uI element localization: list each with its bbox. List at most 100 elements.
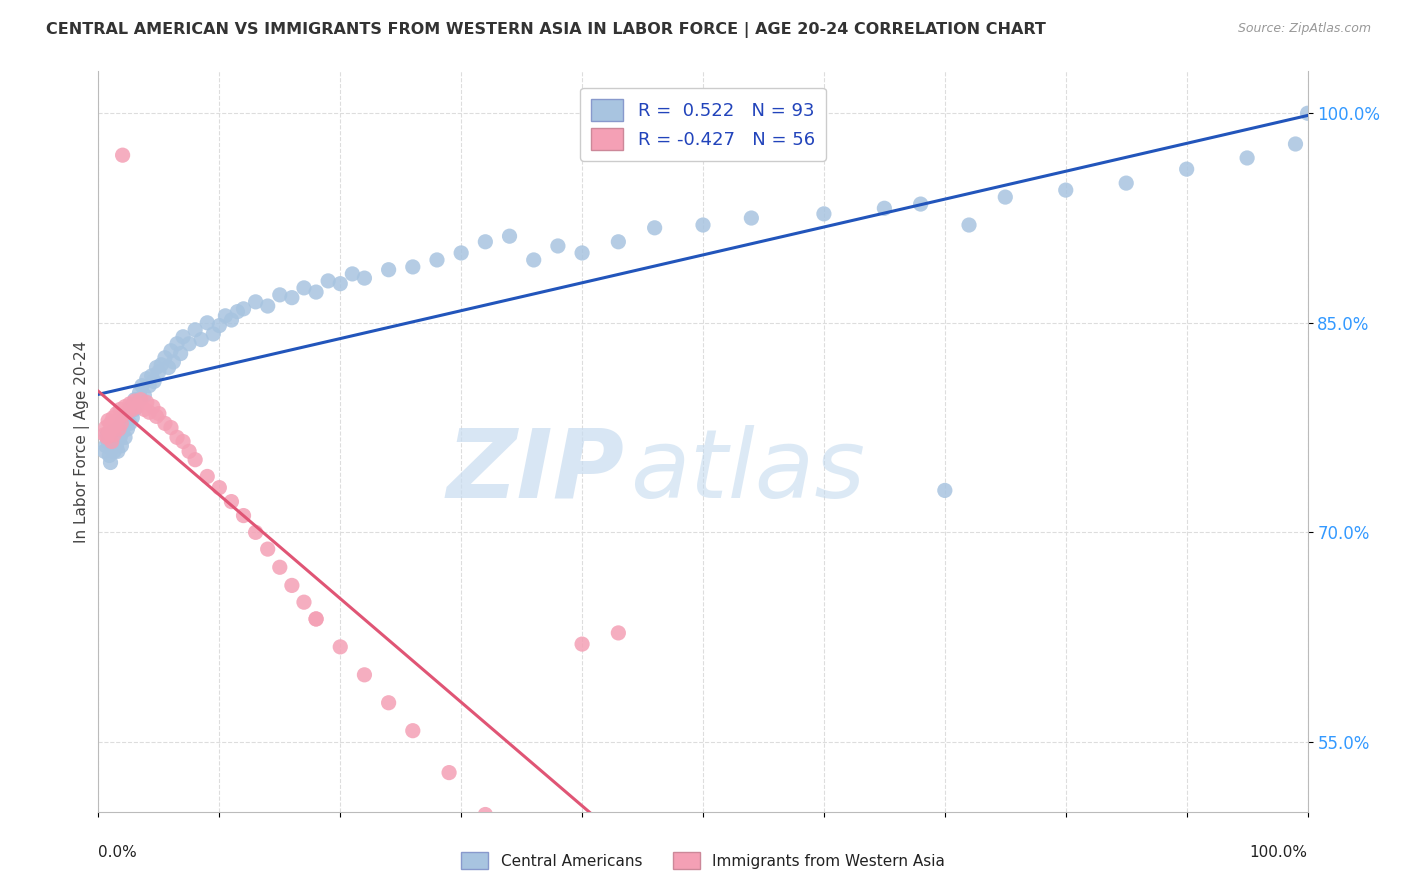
Point [1115, 176, 1137, 190]
Point [342, 267, 364, 281]
Point [108, 422, 131, 436]
Point [873, 201, 896, 215]
Point [108, 430, 131, 444]
Point [112, 419, 135, 434]
Point [607, 626, 630, 640]
Point [162, 355, 184, 369]
Point [100, 417, 122, 431]
Point [118, 417, 141, 431]
Point [97, 434, 120, 449]
Point [124, 402, 146, 417]
Legend: R =  0.522   N = 93, R = -0.427   N = 56: R = 0.522 N = 93, R = -0.427 N = 56 [581, 87, 825, 161]
Point [94, 420, 117, 434]
Point [232, 301, 254, 316]
Point [547, 239, 569, 253]
Point [474, 235, 496, 249]
Point [110, 417, 132, 431]
Point [111, 425, 134, 439]
Point [105, 439, 128, 453]
Point [145, 360, 167, 375]
Point [128, 385, 150, 400]
Point [269, 560, 291, 574]
Point [740, 211, 762, 225]
Point [141, 368, 163, 383]
Point [450, 246, 472, 260]
Point [101, 410, 124, 425]
Point [131, 378, 153, 392]
Point [245, 525, 267, 540]
Point [160, 420, 183, 434]
Point [221, 494, 243, 508]
Point [994, 190, 1017, 204]
Point [100, 442, 122, 456]
Point [305, 285, 328, 299]
Point [208, 481, 231, 495]
Point [644, 220, 666, 235]
Point [256, 542, 278, 557]
Point [145, 409, 167, 424]
Point [190, 333, 212, 347]
Point [127, 400, 149, 414]
Point [226, 304, 249, 318]
Point [93, 444, 115, 458]
Text: CENTRAL AMERICAN VS IMMIGRANTS FROM WESTERN ASIA IN LABOR FORCE | AGE 20-24 CORR: CENTRAL AMERICAN VS IMMIGRANTS FROM WEST… [46, 22, 1046, 38]
Point [607, 235, 630, 249]
Point [104, 419, 127, 434]
Point [148, 365, 170, 379]
Point [120, 400, 142, 414]
Point [329, 277, 352, 291]
Point [281, 291, 304, 305]
Point [353, 668, 375, 682]
Text: ZIP: ZIP [447, 425, 624, 517]
Point [97, 414, 120, 428]
Point [107, 444, 129, 458]
Point [353, 271, 375, 285]
Point [166, 430, 188, 444]
Point [172, 330, 194, 344]
Point [214, 309, 236, 323]
Point [245, 294, 267, 309]
Point [114, 430, 136, 444]
Point [103, 444, 125, 458]
Point [111, 414, 134, 428]
Point [118, 397, 141, 411]
Point [426, 252, 449, 267]
Point [157, 360, 180, 375]
Point [571, 246, 593, 260]
Point [111, 148, 134, 162]
Point [281, 578, 304, 592]
Point [934, 483, 956, 498]
Point [121, 410, 143, 425]
Point [305, 612, 328, 626]
Point [179, 444, 201, 458]
Point [142, 400, 165, 414]
Point [184, 452, 207, 467]
Point [498, 229, 520, 244]
Point [305, 612, 328, 626]
Point [138, 405, 160, 419]
Point [571, 637, 593, 651]
Point [221, 313, 243, 327]
Point [110, 439, 132, 453]
Point [93, 427, 115, 442]
Point [232, 508, 254, 523]
Point [124, 392, 146, 407]
Point [402, 723, 425, 738]
Point [114, 400, 136, 414]
Point [111, 408, 134, 422]
Point [105, 407, 128, 421]
Point [269, 288, 291, 302]
Point [377, 262, 399, 277]
Point [1236, 151, 1258, 165]
Point [184, 323, 207, 337]
Point [292, 281, 315, 295]
Point [195, 469, 218, 483]
Point [153, 417, 176, 431]
Point [96, 427, 118, 442]
Point [121, 402, 143, 417]
Point [510, 849, 533, 863]
Point [129, 392, 152, 407]
Point [377, 696, 399, 710]
Point [208, 318, 231, 333]
Point [118, 407, 141, 421]
